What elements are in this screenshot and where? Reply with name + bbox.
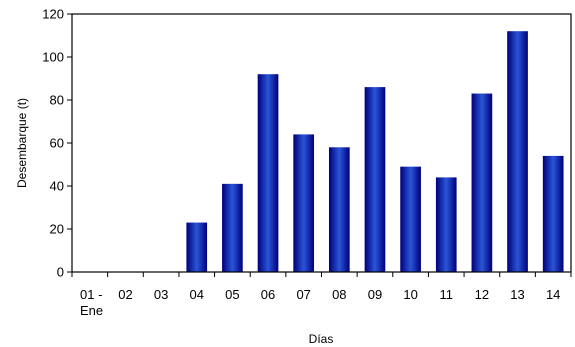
y-axis-label: Desembarque (t)	[15, 98, 29, 188]
x-tick-label: 11	[440, 287, 454, 302]
x-tick-label: 01 -Ene	[80, 287, 103, 318]
y-tick-label: 80	[50, 93, 64, 108]
bar-11	[435, 177, 457, 272]
x-tick-label: 10	[403, 287, 417, 302]
bar-05	[222, 183, 243, 272]
x-tick-label: 13	[510, 287, 524, 302]
bar-10	[400, 166, 421, 272]
x-tick-label: 02	[118, 287, 132, 302]
bar-13	[507, 31, 528, 273]
bar-12	[471, 93, 493, 272]
y-tick-label: 20	[50, 222, 64, 237]
x-tick-label-line: 01 -	[80, 287, 102, 302]
plot-area-frame	[71, 13, 572, 273]
bar-06	[257, 74, 279, 272]
x-tick-label: 14	[546, 287, 560, 302]
y-tick-label: 40	[50, 179, 64, 194]
bar-07	[293, 134, 315, 272]
y-tick-label: 120	[42, 7, 64, 22]
x-tick-label-line: Ene	[80, 303, 103, 318]
x-tick-label: 07	[296, 287, 310, 302]
x-tick-label: 06	[261, 287, 275, 302]
x-axis-ticks: 01 -Ene 02 03 04 05 06 07 08 09 10 11 12 13 14	[71, 272, 572, 318]
y-tick-label: 100	[42, 50, 64, 65]
y-tick-label: 60	[50, 136, 64, 151]
y-axis-ticks: 0 20 40 60 80 100 120	[42, 7, 72, 280]
x-tick-label: 03	[154, 287, 168, 302]
bar-09	[364, 87, 386, 272]
y-tick-label: 0	[57, 265, 64, 280]
x-tick-label: 05	[225, 287, 239, 302]
bar-14	[542, 155, 564, 272]
bars	[186, 31, 564, 273]
bar-08	[328, 147, 350, 272]
x-tick-label: 08	[332, 287, 346, 302]
x-tick-label: 12	[475, 287, 489, 302]
x-axis-label: Días	[309, 332, 334, 346]
x-tick-label: 04	[190, 287, 204, 302]
bar-04	[186, 222, 208, 272]
x-tick-label: 09	[368, 287, 382, 302]
